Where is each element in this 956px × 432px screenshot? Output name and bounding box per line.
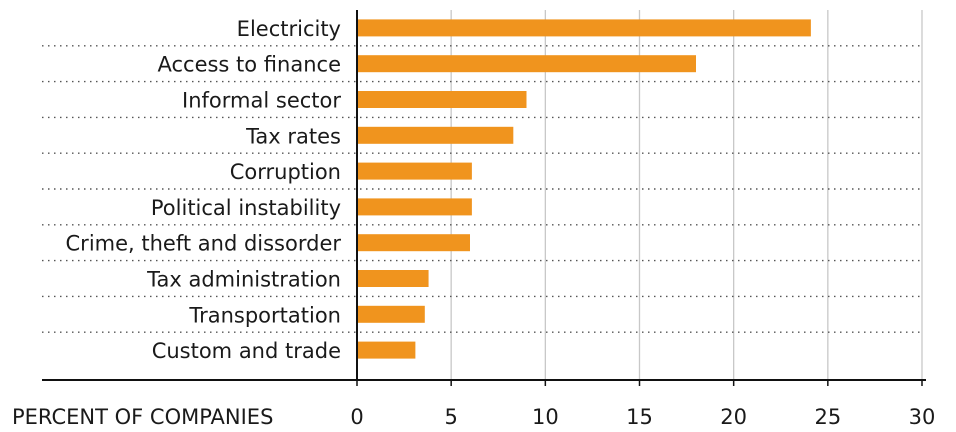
x-tick-label: 10: [532, 405, 559, 429]
bar: [357, 341, 416, 359]
x-tick-labels: 0 5 10 15 20 25 30: [350, 405, 935, 429]
category-label: Informal sector: [182, 89, 341, 113]
category-label: Political instability: [151, 196, 341, 220]
category-label: Corruption: [230, 160, 341, 184]
x-axis-title: PERCENT OF COMPANIES: [12, 405, 273, 429]
x-tick-label: 0: [350, 405, 363, 429]
category-label: Tax rates: [245, 124, 341, 148]
category-label: Tax administration: [146, 268, 341, 292]
bar: [357, 198, 472, 216]
x-tick-label: 15: [626, 405, 653, 429]
bar: [357, 91, 527, 108]
category-label: Crime, theft and dissorder: [66, 232, 342, 256]
bar: [357, 162, 472, 180]
row-separators: [42, 45, 922, 333]
axes: [42, 10, 926, 386]
bar: [357, 19, 811, 37]
category-labels: Electricity Access to finance Informal sec…: [66, 17, 342, 363]
x-tick-label: 5: [444, 405, 457, 429]
category-label: Access to finance: [157, 53, 341, 77]
x-tick-label: 25: [814, 405, 841, 429]
bar: [357, 305, 425, 323]
x-tick-label: 20: [720, 405, 747, 429]
bar: [357, 126, 514, 144]
bar: [357, 234, 470, 252]
x-tick-label: 30: [909, 405, 936, 429]
category-label: Transportation: [188, 303, 341, 327]
bars: [357, 19, 811, 359]
category-label: Electricity: [237, 17, 341, 41]
bar: [357, 270, 429, 287]
category-label: Custom and trade: [152, 339, 341, 363]
bar: [357, 55, 696, 73]
